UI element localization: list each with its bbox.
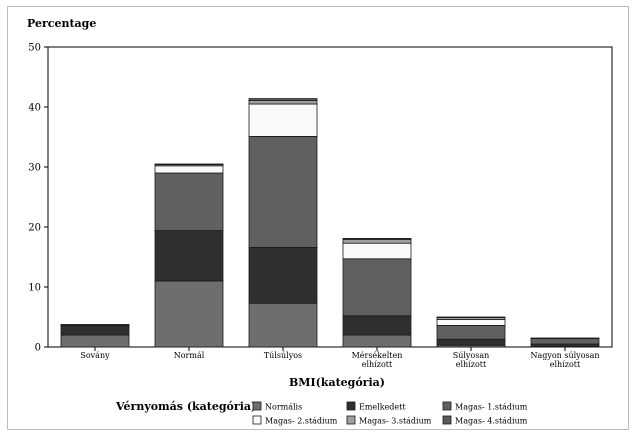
bar-segment [60, 334, 130, 348]
bar-segment [248, 100, 318, 105]
x-tick-label: Nagyon súlyosan [530, 351, 599, 360]
bar-segment [248, 135, 318, 248]
y-tick-label: 10 [28, 283, 41, 294]
bar-segment [154, 172, 224, 231]
legend: Normális Emelkedett Magas- 1.stádium Magas-… [252, 401, 528, 426]
legend-swatch [252, 415, 262, 425]
legend-label: Magas- 2.stádium [265, 417, 338, 426]
bar-segment [248, 246, 318, 304]
bar-segment [436, 338, 506, 346]
y-tick-label: 40 [28, 103, 41, 114]
legend-swatch [442, 415, 452, 425]
x-tick-label: Túlsúlyos [264, 351, 302, 360]
legend-swatch [346, 415, 356, 425]
bar-segment [436, 324, 506, 340]
bar-segment [154, 163, 224, 165]
x-tick-label: elhízott [362, 360, 393, 369]
bar-segment [342, 334, 412, 348]
x-tick-label: elhízott [456, 360, 487, 369]
legend-label: Emelkedett [359, 403, 406, 412]
bar-segment [342, 239, 412, 244]
bar-segment [530, 337, 600, 340]
x-tick-label: Normál [174, 351, 205, 360]
bar-segment [248, 302, 318, 348]
bar-segment [530, 338, 600, 345]
legend-swatch [252, 401, 262, 411]
bar-segment [342, 315, 412, 336]
x-tick-label: Mérsékelten [352, 351, 403, 360]
bar-segment [154, 230, 224, 282]
legend-title: Vérnyomás (kategória) [115, 400, 256, 413]
bar-segment [342, 258, 412, 317]
legend-swatch [346, 401, 356, 411]
legend-label: Magas- 3.stádium [359, 417, 432, 426]
x-tick-label: elhízott [550, 360, 581, 369]
bar-segment [248, 98, 318, 101]
bar-segment [436, 316, 506, 319]
bar-segment [342, 242, 412, 260]
legend-swatch [442, 401, 452, 411]
bar-segment [154, 280, 224, 348]
x-tick-label: Sovány [80, 351, 110, 360]
legend-label: Normális [265, 403, 302, 412]
bar-segment [342, 237, 412, 240]
y-tick-label: 30 [28, 163, 41, 174]
chart-frame [7, 6, 629, 430]
bar-segment [248, 103, 318, 137]
bar-segment [436, 318, 506, 326]
y-axis-title: Percentage [27, 17, 96, 30]
bar-segment [154, 165, 224, 174]
bar-segment [60, 324, 130, 336]
y-tick-label: 50 [28, 43, 41, 54]
legend-label: Magas- 1.stádium [455, 403, 528, 412]
x-tick-label: Súlyosan [453, 351, 490, 360]
plot-border [47, 46, 613, 348]
legend-label: Magas- 4.stádium [455, 417, 528, 426]
y-tick-label: 0 [35, 343, 41, 354]
plot-area: 0 10 20 30 40 50 Sovány Normál Túlsúlyos Mérsékel… [28, 43, 613, 369]
x-axis-title: BMI(kategória) [289, 376, 385, 389]
y-tick-label: 20 [28, 223, 41, 234]
